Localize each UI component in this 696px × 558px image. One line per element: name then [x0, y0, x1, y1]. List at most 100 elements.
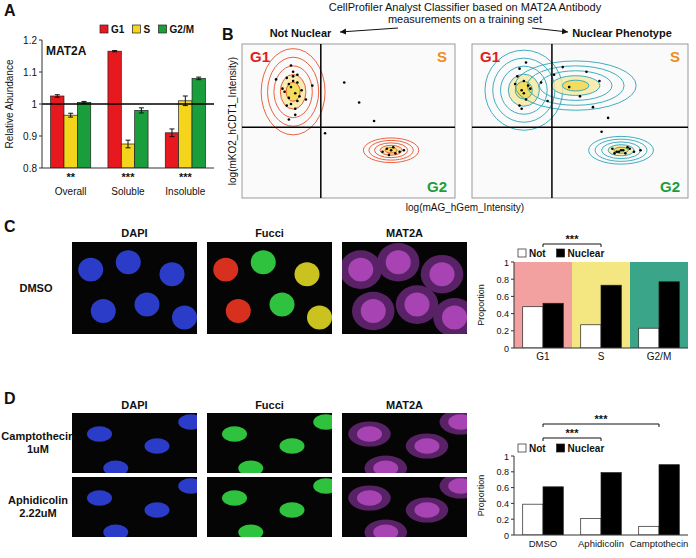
y-tick	[511, 296, 514, 297]
density-contour	[274, 66, 312, 118]
y-tick-label: 0.4	[496, 499, 509, 509]
scatter-group	[242, 44, 455, 198]
density-contour	[380, 145, 402, 155]
point	[275, 78, 278, 81]
column-label: Fucci	[255, 227, 284, 239]
x-tick-label: Overall	[55, 186, 87, 197]
point	[633, 151, 636, 154]
row-label: Camptothecin	[1, 430, 75, 442]
point	[290, 64, 293, 67]
nucleus	[87, 490, 112, 506]
point	[311, 84, 314, 87]
nucleus	[178, 414, 203, 430]
point	[288, 118, 291, 121]
bar	[523, 307, 543, 348]
cell	[352, 292, 395, 331]
point	[611, 147, 614, 150]
reference-line	[42, 103, 214, 104]
cell	[396, 285, 439, 324]
point	[520, 107, 523, 110]
point	[343, 81, 346, 84]
point	[281, 87, 284, 90]
nucleus	[251, 250, 276, 274]
error-bar	[126, 140, 131, 148]
bar	[659, 282, 679, 348]
significance: ***	[566, 233, 580, 245]
point	[585, 70, 588, 73]
point	[626, 146, 629, 149]
point	[613, 152, 616, 155]
bar	[77, 102, 90, 168]
point	[628, 147, 631, 150]
legend-label: Nuclear	[568, 443, 605, 454]
bar	[581, 325, 601, 348]
density-contour	[280, 74, 306, 108]
quadrant-label: G2	[660, 178, 680, 195]
quadrant-label: S	[437, 48, 447, 65]
y-tick-label: 0.2	[496, 326, 509, 336]
cell	[377, 243, 420, 282]
nucleus	[213, 258, 238, 282]
nucleus	[116, 250, 141, 274]
legend-swatch	[518, 444, 526, 452]
point	[392, 146, 395, 149]
nucleus	[448, 414, 473, 430]
micrograph	[340, 242, 476, 337]
nucleus	[415, 502, 440, 518]
y-tick-label: 0	[504, 531, 509, 541]
nucleus	[307, 305, 332, 329]
point	[527, 84, 530, 87]
y-tick	[39, 136, 42, 137]
point	[520, 89, 523, 92]
y-tick-label: 0.2	[496, 515, 509, 525]
nucleus	[386, 250, 411, 274]
significance: **	[66, 171, 75, 183]
y-tick	[511, 487, 514, 488]
figure-title: CellProfiler Analyst Classifier based on…	[329, 1, 602, 13]
y-axis-label: Proportion	[476, 284, 486, 326]
point	[600, 130, 603, 133]
point	[398, 151, 401, 154]
point	[518, 104, 521, 107]
point	[292, 75, 295, 78]
point	[514, 83, 517, 86]
y-tick	[511, 535, 514, 536]
column-label: MAT2A	[386, 227, 423, 239]
cell	[348, 421, 391, 446]
point	[381, 151, 384, 154]
legend-swatch	[557, 444, 565, 452]
point	[324, 132, 327, 135]
error-bar	[55, 95, 60, 98]
point	[290, 86, 293, 89]
point	[518, 67, 521, 70]
y-tick-label: 0.6	[496, 483, 509, 493]
quadrant-label: G1	[250, 48, 270, 65]
column-label: DAPI	[121, 227, 147, 239]
legend-swatch	[100, 25, 108, 33]
nucleus	[103, 524, 128, 540]
point	[288, 97, 291, 100]
cell	[406, 497, 449, 522]
y-tick-label: 1	[504, 452, 509, 462]
panel-label: C	[4, 218, 16, 235]
category-band	[630, 262, 688, 348]
error-bar	[139, 108, 144, 113]
row-label: DMSO	[20, 282, 53, 294]
y-tick-label: 0.8	[23, 163, 37, 174]
x-tick-label: G1	[536, 351, 550, 362]
point	[388, 154, 391, 157]
bar	[135, 110, 148, 168]
legend-label: S	[143, 24, 150, 35]
bar-group	[42, 51, 214, 168]
point	[294, 107, 297, 110]
significance: ***	[595, 413, 609, 425]
y-tick	[511, 456, 514, 457]
point	[285, 77, 288, 80]
chart-title: MAT2A	[46, 44, 87, 58]
density-contour	[508, 74, 539, 106]
threshold-line	[242, 126, 455, 128]
nucleus	[357, 490, 382, 506]
micrograph	[342, 409, 482, 480]
x-tick-label: DMSO	[529, 538, 558, 549]
y-tick-label: 0.8	[496, 467, 509, 477]
